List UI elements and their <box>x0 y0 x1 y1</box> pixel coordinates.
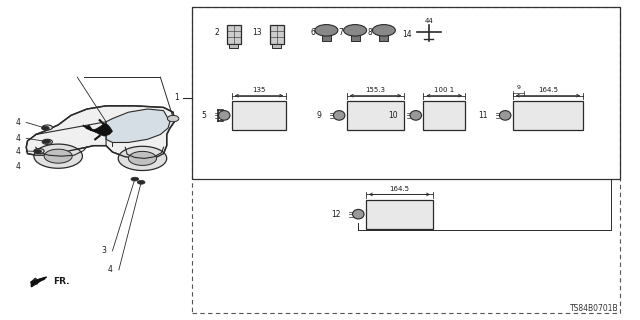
Ellipse shape <box>353 209 364 219</box>
Polygon shape <box>31 277 47 287</box>
Bar <box>380 29 388 41</box>
Ellipse shape <box>499 111 511 120</box>
Circle shape <box>131 177 139 181</box>
Text: 4: 4 <box>15 147 20 156</box>
Ellipse shape <box>333 111 345 120</box>
Circle shape <box>42 125 52 130</box>
Text: 4: 4 <box>15 134 20 143</box>
Text: 9: 9 <box>516 85 520 90</box>
Text: 4: 4 <box>15 118 20 127</box>
Circle shape <box>34 148 44 154</box>
Text: 100 1: 100 1 <box>434 87 454 93</box>
Text: TS84B0701B: TS84B0701B <box>570 304 619 313</box>
Ellipse shape <box>218 111 230 120</box>
Bar <box>272 44 281 48</box>
Bar <box>424 101 465 130</box>
Bar <box>192 7 620 179</box>
Text: 11: 11 <box>478 111 487 120</box>
Circle shape <box>372 25 396 36</box>
Text: 12: 12 <box>331 210 340 219</box>
Circle shape <box>344 25 367 36</box>
Text: 7: 7 <box>339 28 344 37</box>
Polygon shape <box>26 106 174 158</box>
Text: 164.5: 164.5 <box>538 87 558 93</box>
Bar <box>322 29 331 41</box>
Text: 14: 14 <box>403 30 412 39</box>
Polygon shape <box>87 123 113 136</box>
Circle shape <box>315 25 338 36</box>
Circle shape <box>42 139 52 144</box>
Text: 10: 10 <box>388 111 398 120</box>
Text: 164.5: 164.5 <box>390 186 410 192</box>
Circle shape <box>34 149 42 153</box>
Circle shape <box>42 126 49 130</box>
Polygon shape <box>34 144 83 168</box>
Text: 44: 44 <box>424 19 433 24</box>
Bar <box>366 200 433 228</box>
Text: 135: 135 <box>252 87 266 93</box>
Text: 4: 4 <box>15 162 20 171</box>
Bar <box>269 25 284 44</box>
Text: 8: 8 <box>367 28 372 37</box>
Polygon shape <box>44 149 72 163</box>
Bar <box>192 7 620 313</box>
Bar <box>513 101 583 130</box>
Text: 5: 5 <box>202 111 206 120</box>
Polygon shape <box>118 146 167 171</box>
Bar <box>227 25 241 44</box>
Circle shape <box>138 180 145 184</box>
Text: 4: 4 <box>108 265 113 275</box>
Text: 155.3: 155.3 <box>365 87 385 93</box>
Text: 6: 6 <box>310 28 315 37</box>
Text: FR.: FR. <box>53 276 70 285</box>
Bar <box>229 44 239 48</box>
Ellipse shape <box>168 116 179 122</box>
Ellipse shape <box>410 111 422 120</box>
Text: 1: 1 <box>174 93 179 102</box>
Text: 3: 3 <box>102 246 107 255</box>
Bar <box>232 101 286 130</box>
Bar <box>351 29 360 41</box>
Polygon shape <box>106 109 170 142</box>
Text: 9: 9 <box>316 111 321 120</box>
Polygon shape <box>129 151 157 165</box>
Circle shape <box>43 140 51 143</box>
Text: 2: 2 <box>214 28 219 37</box>
Bar <box>347 101 404 130</box>
Text: 13: 13 <box>252 28 262 37</box>
